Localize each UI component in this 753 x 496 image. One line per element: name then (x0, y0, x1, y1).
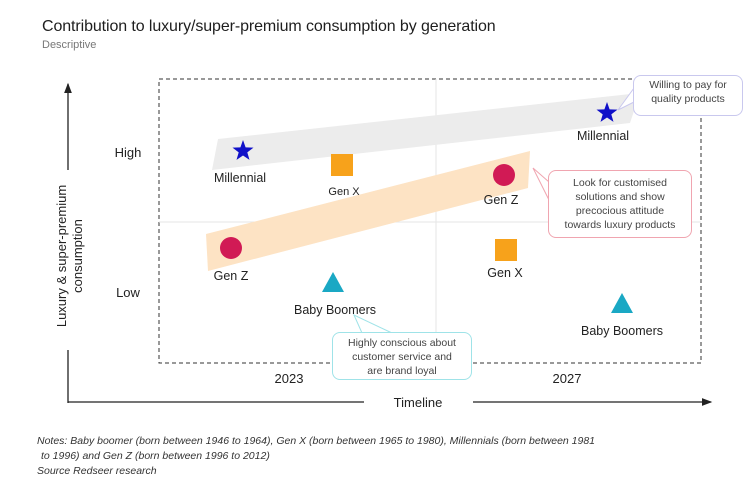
y-tick-high: High (115, 145, 142, 160)
footnotes: Notes: Baby boomer (born between 1946 to… (37, 434, 737, 479)
callout-line: customer service and (352, 351, 452, 363)
y-axis-label-2: consumption (70, 219, 85, 293)
callout-line: precocious attitude (575, 205, 665, 217)
millennial-2027-star-icon (596, 102, 618, 122)
source-note: Source Redseer research (37, 465, 157, 477)
callout-line: solutions and show (575, 191, 665, 203)
millennial-callout-pointer (617, 87, 635, 111)
genz-2023-circle-icon (220, 237, 242, 259)
callout-line: Look for customised (573, 177, 667, 189)
notes-line-2: to 1996) and Gen Z (born between 1996 to… (41, 450, 270, 462)
y-tick-low: Low (116, 285, 140, 300)
callout-line: Willing to pay for (649, 79, 727, 91)
x-axis-label: Timeline (394, 395, 443, 410)
millennial-callout: Willing to pay for quality products (633, 75, 743, 116)
callout-line: quality products (651, 93, 725, 105)
boomers-2027-label: Baby Boomers (581, 324, 663, 338)
baby-boomers-callout: Highly conscious about customer service … (332, 332, 472, 380)
y-axis-label: Luxury & super-premium (54, 185, 69, 327)
boomers-callout-pointer (352, 313, 393, 334)
boomers-2023-label: Baby Boomers (294, 303, 376, 317)
genx-2023-square-icon (331, 154, 353, 176)
genz-callout-pointer (532, 167, 550, 201)
genz-2023-label: Gen Z (214, 269, 249, 283)
notes-line-1: Notes: Baby boomer (born between 1946 to… (37, 435, 596, 447)
boomers-2023-triangle-icon (322, 272, 344, 292)
boomers-2027-triangle-icon (611, 293, 633, 313)
callout-line: towards luxury products (564, 219, 676, 231)
millennial-2027-label: Millennial (577, 129, 629, 143)
genz-2027-circle-icon (493, 164, 515, 186)
genx-2023-label: Gen X (328, 186, 360, 198)
genx-2027-label: Gen X (487, 266, 523, 280)
page-title: Contribution to luxury/super-premium con… (42, 18, 496, 35)
millennial-trend-band (212, 93, 640, 170)
millennial-2023-star-icon (232, 140, 254, 160)
genx-2027-square-icon (495, 239, 517, 261)
callout-line: are brand loyal (367, 365, 437, 377)
genz-2027-label: Gen Z (484, 193, 519, 207)
page-subtitle: Descriptive (42, 39, 97, 51)
x-tick-2027: 2027 (553, 371, 582, 386)
x-tick-2023: 2023 (275, 371, 304, 386)
genz-callout: Look for customised solutions and show p… (548, 170, 692, 238)
millennial-2023-label: Millennial (214, 171, 266, 185)
callout-line: Highly conscious about (348, 337, 456, 349)
genz-trend-band (206, 151, 530, 271)
